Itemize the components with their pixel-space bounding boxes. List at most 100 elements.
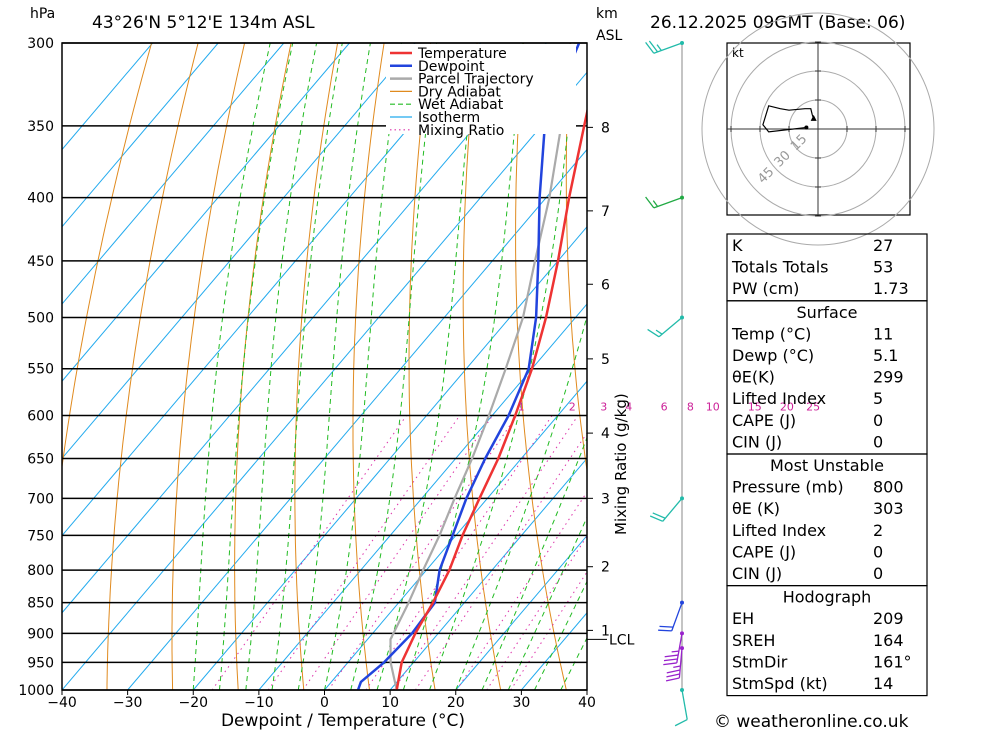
unstable-label: Lifted Index — [732, 521, 826, 540]
unstable-label: θE (K) — [732, 499, 780, 518]
hodo-value: 161° — [873, 652, 912, 671]
mixing-ratio-line — [211, 415, 407, 690]
legend-label: Dewpoint — [418, 59, 485, 75]
pressure-axis: 300 350 400 450 500 550 600 650 700 750 800 850 900 9… — [18, 36, 54, 699]
mixing-ratio-line — [414, 432, 587, 690]
wind-barb — [665, 646, 684, 682]
unstable-value: 303 — [873, 499, 904, 518]
legend-label: Temperature — [417, 46, 507, 62]
parcel-trajectory-line — [389, 43, 574, 690]
legend-label: Parcel Trajectory — [418, 72, 534, 88]
temperature-tick-label: 40 — [578, 695, 596, 711]
wind-barb-staff — [653, 196, 683, 209]
wind-barb-half-flag — [652, 200, 659, 207]
lcl-label: LCL — [609, 632, 635, 648]
legend-box — [386, 44, 576, 134]
datetime-title: 26.12.2025 09GMT (Base: 06) — [650, 13, 905, 33]
mixing-ratio-label: 25 — [806, 400, 820, 413]
pressure-tick-label: 750 — [27, 528, 54, 544]
mixing-ratio-line — [328, 415, 518, 690]
pressure-tick-label: 300 — [27, 36, 54, 52]
pressure-tick-label: 800 — [27, 563, 54, 579]
wind-barb-staff — [658, 317, 683, 338]
wind-barb-flag — [649, 515, 663, 522]
wind-barb-staff — [662, 497, 683, 522]
wind-barb-flag — [645, 196, 655, 209]
pressure-tick-label: 500 — [27, 311, 54, 327]
surface-label: CAPE (J) — [732, 411, 796, 430]
mixing-ratio-label: 8 — [687, 400, 694, 413]
surface-label: Dewp (°C) — [732, 346, 814, 365]
height-tick-label: 8 — [601, 120, 610, 136]
isotherm-line — [62, 43, 219, 228]
height-tick-label: 7 — [601, 204, 610, 220]
wind-barb-flag — [652, 512, 666, 519]
location-title: 43°26'N 5°12'E 134m ASL — [92, 13, 315, 33]
pressure-tick-label: 600 — [27, 408, 54, 424]
dry-adiabat-line — [565, 43, 587, 475]
dry-adiabat-line — [615, 43, 697, 690]
wet-adiabat-line — [534, 580, 587, 690]
skewt-plot: 1 2 3 4 6 8 10 15 20 25 3003504004505005506006507… — [18, 36, 1000, 731]
stats-table: K 27 Totals Totals 53 PW (cm) 1.73 Surface Temp… — [726, 233, 928, 697]
pressure-tick-label: 450 — [27, 254, 54, 270]
mixing-ratio-label: 1 — [518, 400, 525, 413]
wind-barb-staff — [681, 689, 688, 720]
legend-label: Mixing Ratio — [418, 123, 504, 139]
surface-value: 299 — [873, 368, 904, 387]
isotherm-line — [62, 71, 587, 690]
hodo-section-title: Hodograph — [783, 588, 872, 607]
isotherm-line — [62, 43, 153, 151]
hodo-label: StmDir — [732, 652, 788, 671]
wind-barb-staff — [678, 648, 683, 679]
legend-label: Isotherm — [418, 110, 480, 126]
temperature-tick-label: 10 — [381, 695, 399, 711]
legend-label: Dry Adiabat — [418, 84, 501, 100]
wet-adiabat-line — [297, 43, 371, 690]
wet-adiabat-line — [271, 43, 343, 690]
stat-label: Totals Totals — [731, 258, 829, 277]
wet-adiabat-line — [245, 43, 318, 690]
unstable-value: 800 — [873, 478, 904, 497]
pressure-tick-label: 950 — [27, 655, 54, 671]
wind-barb-flag — [659, 625, 674, 628]
mixing-ratio-axis-label: Mixing Ratio (g/kg) — [612, 393, 630, 535]
surface-label: CIN (J) — [732, 432, 782, 451]
surface-value: 0 — [873, 411, 883, 430]
dry-adiabat-line — [106, 43, 199, 690]
isotherm-line — [389, 457, 587, 690]
dry-adiabat-line — [942, 43, 1000, 690]
unstable-label: CAPE (J) — [732, 542, 796, 561]
wet-adiabat-line — [507, 516, 587, 690]
mixing-ratio-line — [510, 571, 587, 690]
hodo-value: 209 — [873, 609, 904, 628]
wind-barb-flag — [663, 662, 677, 666]
wind-barb-half-flag — [673, 665, 681, 669]
mixing-ratio-label: 20 — [780, 400, 794, 413]
hodograph-arrow-icon — [810, 114, 817, 121]
wind-barbs — [645, 40, 688, 727]
pressure-tick-label: 850 — [27, 596, 54, 612]
dry-adiabat-line — [989, 43, 1000, 690]
surface-label: Temp (°C) — [731, 324, 811, 343]
surface-value: 5.1 — [873, 346, 898, 365]
hodo-label: StmSpd (kt) — [732, 674, 828, 693]
asl-unit-label: ASL — [596, 28, 622, 44]
surface-label: θE(K) — [732, 368, 775, 387]
wind-barb — [658, 600, 684, 632]
wind-barb-flag — [666, 673, 680, 678]
isotherm-line — [455, 534, 587, 690]
wind-barb — [645, 40, 684, 54]
unstable-label: CIN (J) — [732, 564, 782, 583]
wind-barb-flag — [658, 629, 672, 632]
wind-barb-flag — [665, 677, 680, 682]
wind-barb-staff — [676, 633, 683, 664]
wind-barb-half-flag — [671, 650, 679, 653]
wind-barb-half-flag — [655, 329, 663, 335]
wind-barb-flag — [645, 42, 655, 54]
stat-value: 53 — [873, 258, 893, 277]
surface-value: 11 — [873, 324, 893, 343]
